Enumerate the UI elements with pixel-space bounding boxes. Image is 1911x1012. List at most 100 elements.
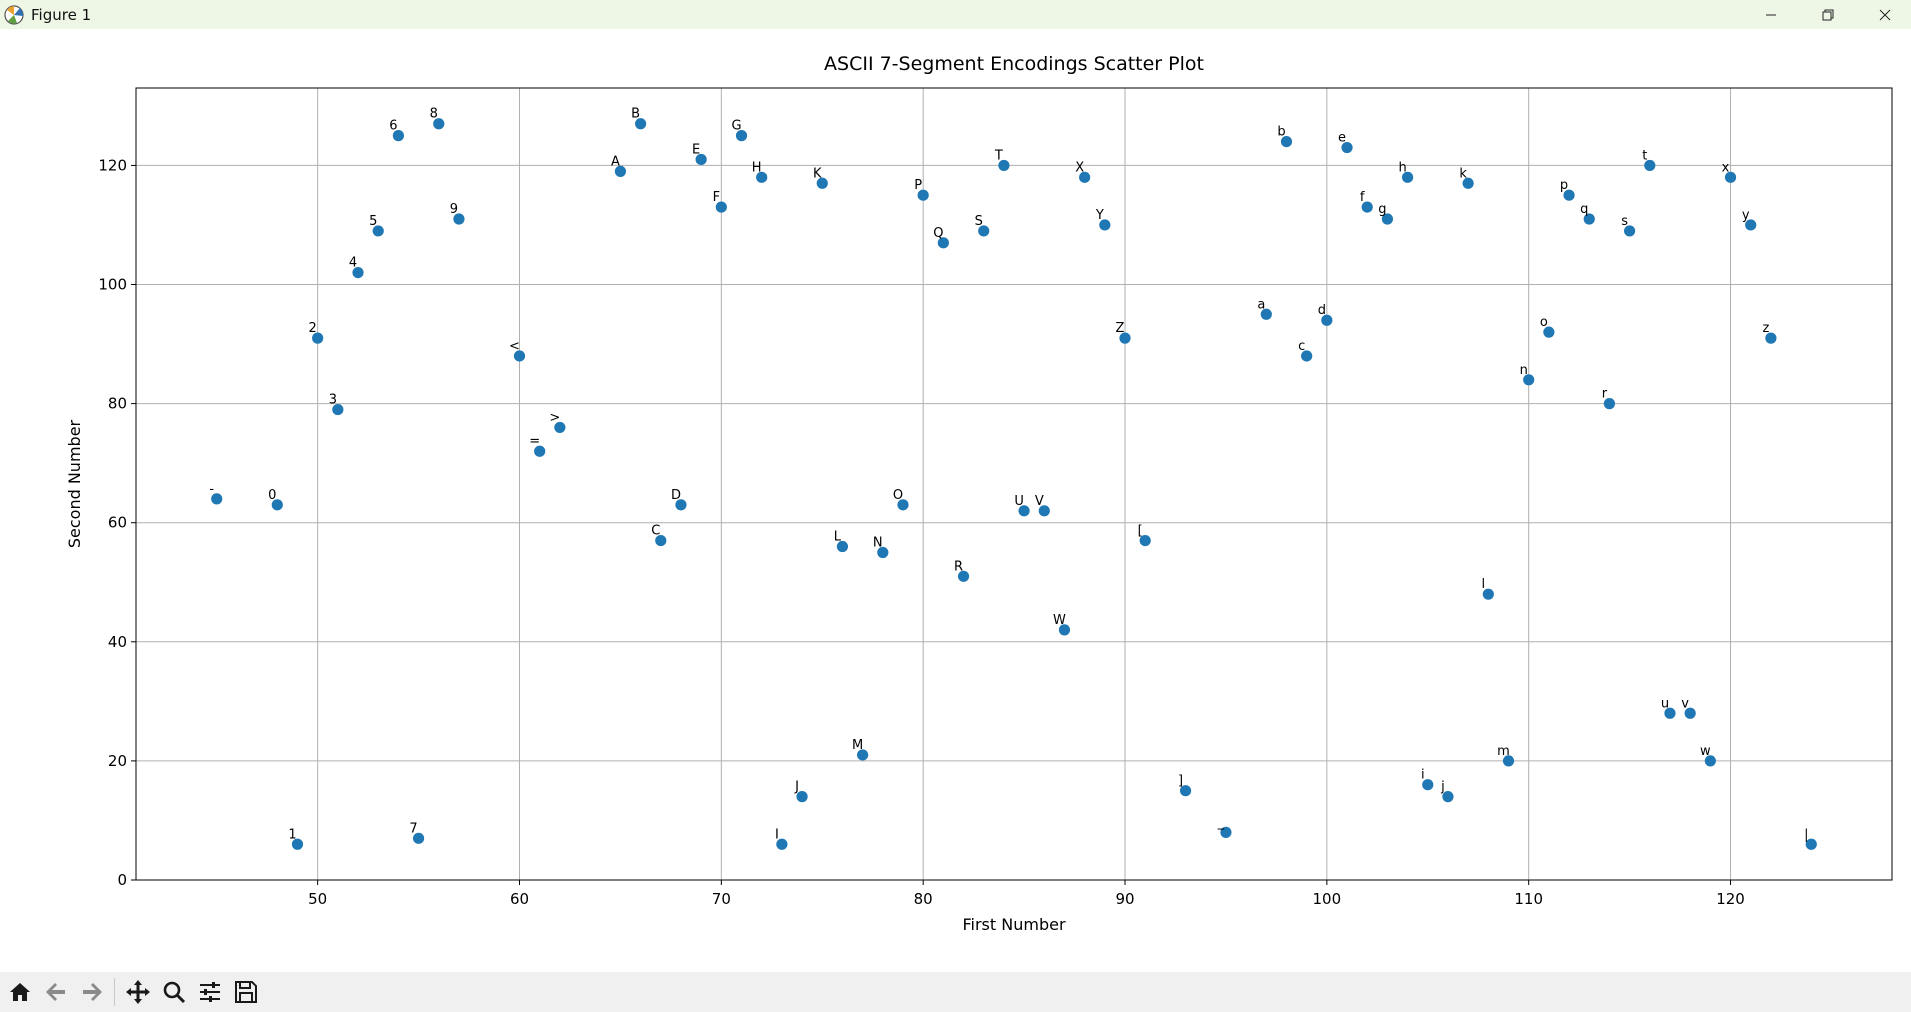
scatter-point — [1058, 624, 1071, 636]
point-label: A — [611, 154, 620, 169]
scatter-chart: 50 60 70 80 90 100 110 120 0 20 40 60 80 100 120 - 0 1 2 3… — [65, 53, 1893, 934]
point-label: L — [834, 530, 842, 545]
scatter-point — [1381, 213, 1394, 225]
back-button[interactable] — [40, 976, 72, 1008]
home-button[interactable] — [4, 976, 36, 1008]
scatter-point — [1502, 755, 1515, 767]
scatter-point — [1523, 374, 1535, 386]
point-label: n — [1520, 363, 1528, 378]
save-icon — [235, 981, 257, 1003]
scatter-point — [695, 153, 707, 166]
x-tick-label: 70 — [712, 890, 731, 908]
scatter-point — [836, 540, 849, 553]
scatter-point — [372, 225, 384, 237]
scatter-point — [1260, 308, 1272, 320]
point-label: s — [1621, 214, 1628, 229]
x-axis-label: First Number — [962, 915, 1065, 934]
scatter-point — [291, 838, 304, 850]
scatter-point — [937, 237, 949, 249]
scatter-point — [211, 493, 223, 505]
scatter-point — [412, 832, 425, 844]
pan-icon — [126, 980, 150, 1004]
point-label: V — [1035, 494, 1044, 509]
scatter-point — [1422, 779, 1434, 791]
navigation-toolbar — [0, 972, 1911, 1012]
scatter-point — [1442, 791, 1454, 803]
scatter-point — [392, 130, 404, 142]
point-label: v — [1681, 696, 1689, 711]
x-tick-label: 80 — [914, 890, 933, 908]
point-label: w — [1700, 744, 1711, 759]
configure-subplots-icon — [200, 982, 220, 1002]
scatter-point — [1119, 332, 1131, 344]
point-label: B — [631, 107, 640, 122]
point-label: W — [1053, 613, 1066, 628]
scatter-point — [614, 165, 627, 177]
x-tick-label: 120 — [1716, 890, 1745, 908]
point-label: ] — [1178, 774, 1183, 789]
point-label: P — [914, 178, 922, 193]
point-label: S — [975, 214, 983, 229]
zoom-button[interactable] — [158, 976, 190, 1008]
scatter-point — [816, 177, 828, 189]
scatter-point — [1179, 785, 1192, 797]
x-tick-label: 100 — [1313, 890, 1342, 908]
scatter-point — [715, 201, 727, 213]
point-label: 3 — [329, 393, 337, 408]
save-button[interactable] — [230, 976, 262, 1008]
scatter-point — [917, 189, 929, 201]
scatter-point — [1401, 171, 1414, 183]
figure-canvas[interactable]: 50 60 70 80 90 100 110 120 0 20 40 60 80 100 120 - 0 1 2 3… — [0, 29, 1911, 972]
scatter-point — [877, 546, 889, 559]
x-tick-label: 110 — [1514, 890, 1543, 908]
forward-button[interactable] — [76, 976, 108, 1008]
point-label: y — [1742, 208, 1750, 223]
point-label: _ — [1217, 815, 1225, 830]
scatter-point — [1624, 225, 1636, 237]
scatter-point — [1099, 219, 1111, 231]
data-points — [211, 118, 1817, 850]
minimize-button[interactable] — [1743, 0, 1799, 29]
minimize-icon — [1766, 14, 1776, 15]
scatter-point — [1563, 189, 1575, 201]
scatter-point — [534, 445, 546, 457]
x-tick-label: 60 — [510, 890, 529, 908]
point-label: X — [1075, 160, 1084, 175]
restore-icon — [1822, 9, 1834, 20]
point-label: | — [1804, 827, 1808, 842]
point-label: < — [509, 339, 520, 354]
point-label: d — [1318, 303, 1326, 318]
scatter-point — [735, 130, 748, 142]
scatter-point — [1280, 135, 1293, 148]
scatter-point — [655, 534, 667, 547]
point-label: r — [1602, 387, 1608, 402]
point-label: F — [713, 190, 720, 205]
scatter-point — [1765, 332, 1777, 344]
y-axis-label: Second Number — [65, 419, 84, 548]
point-label: b — [1277, 125, 1285, 140]
close-button[interactable] — [1857, 0, 1911, 29]
maximize-button[interactable] — [1800, 0, 1856, 29]
scatter-point — [554, 421, 566, 434]
point-label: O — [893, 488, 903, 503]
point-label: R — [954, 559, 963, 574]
pan-button[interactable] — [122, 976, 154, 1008]
scatter-point — [1724, 171, 1737, 183]
scatter-point — [1341, 141, 1353, 154]
point-label: 5 — [369, 214, 377, 229]
point-label: f — [1360, 190, 1365, 205]
plot-frame — [135, 87, 1893, 881]
point-label: T — [994, 148, 1003, 163]
scatter-point — [1301, 350, 1313, 362]
point-label: m — [1497, 744, 1510, 759]
y-tick-label: 100 — [98, 276, 127, 294]
scatter-point — [1644, 159, 1656, 172]
configure-subplots-button[interactable] — [194, 976, 226, 1008]
point-label: 9 — [450, 202, 458, 217]
scatter-point — [1462, 177, 1474, 189]
point-label: J — [794, 780, 799, 795]
point-label: = — [529, 434, 540, 449]
scatter-point — [897, 499, 909, 511]
scatter-point — [1018, 505, 1030, 517]
x-tick-label: 90 — [1115, 890, 1134, 908]
